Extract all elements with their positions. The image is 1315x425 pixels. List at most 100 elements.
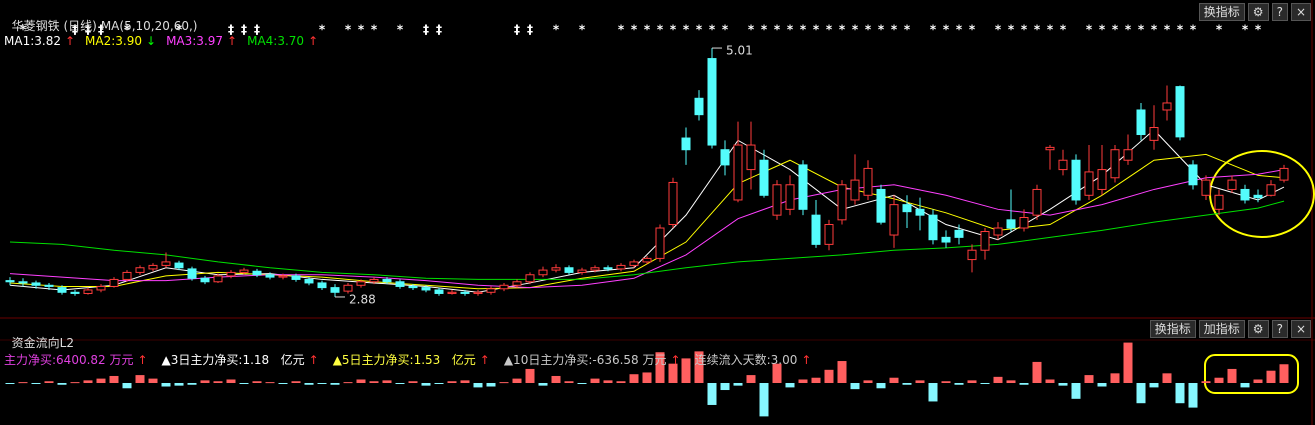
candle-body: [109, 278, 119, 287]
flow-bar: [837, 361, 847, 383]
toolbar-button[interactable]: ×: [1290, 320, 1311, 338]
toolbar-button[interactable]: 换指标: [1198, 3, 1245, 21]
flow-bar: [1266, 370, 1276, 383]
signal-mark: *: [748, 23, 755, 37]
candle-body: [811, 214, 821, 245]
candle-body: [291, 275, 301, 280]
flow-bar: [486, 383, 496, 387]
flow-bar: [1227, 368, 1237, 383]
candle-body: [1149, 127, 1159, 141]
flow-bar: [1162, 373, 1172, 383]
flow-bar: [577, 383, 587, 384]
candle-body: [1006, 219, 1016, 229]
flow-bar: [980, 383, 990, 384]
ma-trend: ↑: [64, 34, 76, 48]
candle-body: [512, 281, 522, 286]
flow-bar: [798, 379, 808, 383]
signal-mark: *: [865, 23, 872, 37]
candle-body: [733, 144, 743, 201]
signal-mark: *: [176, 23, 183, 37]
flow-bar: [109, 375, 119, 383]
flow-bar: [1201, 381, 1211, 383]
signal-mark: *: [800, 23, 807, 37]
flow-bar: [733, 383, 743, 386]
candle-body: [1123, 149, 1133, 161]
candle-body: [473, 291, 483, 294]
signal-mark: ‡: [85, 23, 91, 37]
flow-bar: [512, 378, 522, 383]
signal-mark: *: [553, 23, 560, 37]
candle-body: [980, 231, 990, 251]
candle-body: [850, 179, 860, 201]
candle-body: [200, 277, 210, 283]
toolbar-button[interactable]: ?: [1271, 320, 1288, 338]
flow-bar: [1253, 379, 1263, 383]
flow-bar: [96, 378, 106, 383]
flow-bar: [590, 378, 600, 383]
signal-mark: *: [1177, 23, 1184, 37]
flow-bar: [382, 380, 392, 383]
ma-legend: MA4:3.70: [247, 34, 305, 48]
candle-body: [96, 285, 106, 291]
flow-bar: [1123, 342, 1133, 383]
flow-bar: [1058, 383, 1068, 386]
flow-bar: [369, 381, 379, 383]
flow-stat: 主力净买:6400.82 万元: [4, 353, 134, 367]
flow-bar: [1097, 383, 1107, 387]
candle-body: [5, 280, 15, 283]
candle-body: [1227, 179, 1237, 190]
candle-body: [694, 97, 704, 116]
signal-mark: *: [1008, 23, 1015, 37]
flow-toolbar: 换指标 加指标 ⚙? ×: [1149, 320, 1311, 338]
flow-bar: [642, 372, 652, 383]
toolbar-button[interactable]: 加指标: [1198, 320, 1245, 338]
candle-body: [551, 267, 561, 271]
flow-bar: [148, 378, 158, 383]
candle-body: [1240, 188, 1250, 201]
candle-body: [876, 188, 886, 223]
candle-body: [421, 287, 431, 291]
flow-bar: [655, 352, 665, 383]
flow-bar: [57, 383, 67, 385]
candle-body: [655, 227, 665, 259]
flow-trend: ↑: [801, 353, 812, 367]
extreme-label: 5.01: [726, 44, 753, 58]
candle-body: [1097, 169, 1107, 190]
candle-body: [889, 204, 899, 236]
flow-bar: [278, 383, 288, 384]
candle-body: [343, 284, 353, 292]
candle-body: [1019, 216, 1029, 229]
flow-bar: [915, 380, 925, 383]
candle-body: [356, 281, 366, 286]
flow-header: 资金流向L2 主力净买:6400.82 万元 ↑ ▲3日主力净买:1.18 亿元 ↑ ▲…: [4, 320, 825, 368]
flow-bar: [135, 375, 145, 383]
flow-bar: [343, 382, 353, 384]
flow-bar: [1019, 383, 1029, 385]
flow-trend: ↑: [308, 353, 319, 367]
candle-body: [954, 229, 964, 238]
signal-mark: *: [1047, 23, 1054, 37]
candle-body: [304, 278, 314, 284]
candle-body: [772, 184, 782, 216]
flow-bar: [499, 382, 509, 384]
flow-bar: [408, 381, 418, 383]
toolbar-button[interactable]: ⚙: [1247, 3, 1269, 21]
toolbar-button[interactable]: ×: [1290, 3, 1311, 21]
candle-body: [837, 184, 847, 221]
ma-trend: ↑: [308, 34, 319, 48]
signal-mark: *: [319, 23, 326, 37]
toolbar-button[interactable]: ?: [1271, 3, 1288, 21]
toolbar-button[interactable]: ⚙: [1247, 320, 1269, 338]
flow-bar: [421, 383, 431, 386]
stock-title: 华菱钢铁 (日线): [11, 19, 97, 33]
flow-bar: [1279, 364, 1289, 383]
flow-bar: [538, 383, 548, 386]
signal-mark: *: [1099, 23, 1106, 37]
flow-trend: ↑: [479, 353, 490, 367]
candle-body: [239, 269, 249, 273]
toolbar-button[interactable]: 换指标: [1149, 320, 1196, 338]
candle-body: [785, 184, 795, 210]
candle-body: [525, 274, 535, 283]
signal-mark: *: [722, 23, 729, 37]
